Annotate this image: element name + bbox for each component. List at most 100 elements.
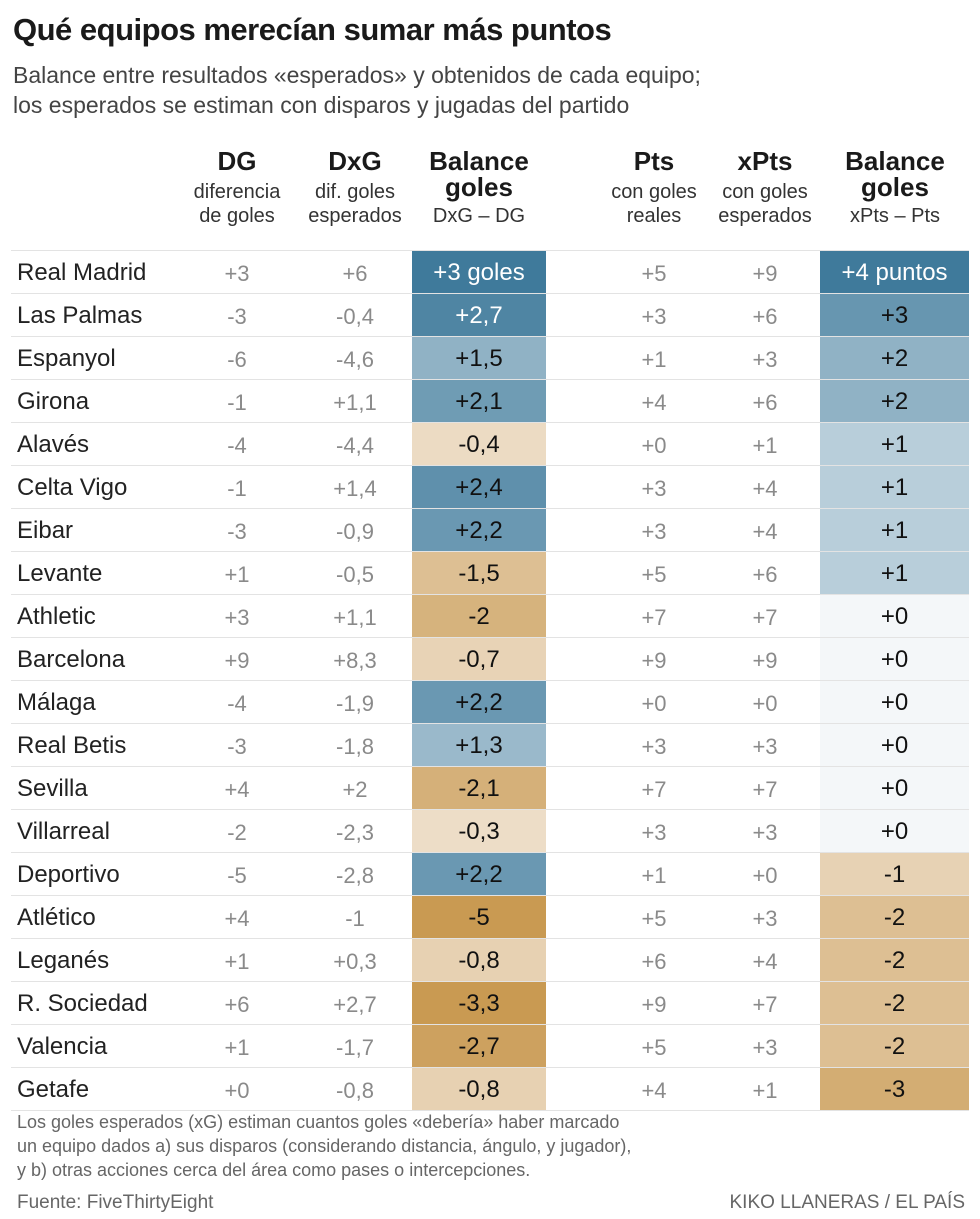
- chart-title: Qué equipos merecían sumar más puntos: [13, 12, 612, 47]
- cell-xpts: +3: [752, 820, 778, 845]
- cell-dg: +1: [224, 1035, 250, 1060]
- cell-bal-goles: +2,2: [412, 853, 546, 895]
- cell-xpts: +3: [752, 1035, 778, 1060]
- table-row: Villarreal -2 -2,3 -0,3 +3 +3 +0: [11, 809, 969, 852]
- cell-xpts: +7: [752, 605, 778, 630]
- header-xpts-title: xPts: [737, 146, 793, 176]
- data-table: Real Madrid +3 +6 +3 goles +5 +9 +4 puntos Las …: [11, 250, 969, 1111]
- cell-xpts: +6: [752, 304, 778, 329]
- cell-pts: +9: [641, 992, 667, 1017]
- table-row: Eibar -3 -0,9 +2,2 +3 +4 +1: [11, 508, 969, 551]
- cell-team: Alavés: [17, 431, 90, 458]
- cell-xpts: +6: [752, 390, 778, 415]
- cell-dxg: +1,1: [333, 605, 377, 630]
- cell-dxg: -1,9: [336, 691, 374, 716]
- header-balance-goles-sub: DxG – DG: [432, 205, 526, 227]
- cell-team: Valencia: [17, 1033, 108, 1060]
- cell-xpts: +1: [752, 433, 778, 458]
- cell-bal-pts: +0: [820, 810, 969, 852]
- cell-team: Real Madrid: [17, 259, 147, 286]
- cell-team: Espanyol: [17, 345, 116, 372]
- cell-bal-pts: +1: [820, 509, 969, 551]
- cell-xpts: +3: [752, 906, 778, 931]
- cell-xpts: +6: [752, 562, 778, 587]
- header-xpts-sub2: esperados: [718, 205, 812, 227]
- cell-pts: +5: [641, 1035, 667, 1060]
- cell-pts: +7: [641, 777, 667, 802]
- table-row: Deportivo -5 -2,8 +2,2 +1 +0 -1: [11, 852, 969, 895]
- cell-xpts: +9: [752, 261, 778, 286]
- cell-pts: +0: [641, 433, 667, 458]
- cell-dxg: +2,7: [333, 992, 377, 1017]
- cell-bal-goles: +1,3: [412, 724, 546, 766]
- cell-xpts: +1: [752, 1078, 778, 1103]
- cell-dg: +4: [224, 777, 250, 802]
- cell-xpts: +4: [752, 519, 778, 544]
- cell-bal-pts: +0: [820, 767, 969, 809]
- cell-dxg: -1,7: [336, 1035, 374, 1060]
- cell-pts: +4: [641, 1078, 667, 1103]
- source-note: Fuente: FiveThirtyEight: [17, 1192, 214, 1213]
- cell-bal-pts: -1: [820, 853, 969, 895]
- header-dxg-sub1: dif. goles: [314, 181, 396, 203]
- cell-dg: +3: [224, 605, 250, 630]
- header-pts: Pts con goles reales: [604, 148, 704, 228]
- table-row: Atlético +4 -1 -5 +5 +3 -2: [11, 895, 969, 938]
- footnote: Los goles esperados (xG) estiman cuantos…: [17, 1110, 777, 1182]
- cell-bal-goles: -2,7: [412, 1025, 546, 1067]
- cell-bal-goles: -0,8: [412, 1068, 546, 1110]
- cell-bal-pts: -2: [820, 982, 969, 1024]
- header-balance-goles: Balance goles DxG – DG: [412, 148, 546, 228]
- cell-bal-pts: -2: [820, 939, 969, 981]
- cell-bal-pts: +0: [820, 638, 969, 680]
- table-row: Espanyol -6 -4,6 +1,5 +1 +3 +2: [11, 336, 969, 379]
- cell-team: Athletic: [17, 603, 96, 630]
- cell-dxg: +8,3: [333, 648, 377, 673]
- cell-dxg: -4,6: [336, 347, 374, 372]
- table-row: Leganés +1 +0,3 -0,8 +6 +4 -2: [11, 938, 969, 981]
- cell-dg: +0: [224, 1078, 250, 1103]
- cell-xpts: +4: [752, 476, 778, 501]
- cell-dg: -1: [227, 476, 247, 501]
- cell-bal-goles: -1,5: [412, 552, 546, 594]
- cell-dxg: -0,4: [336, 304, 374, 329]
- cell-pts: +3: [641, 519, 667, 544]
- cell-bal-pts: -2: [820, 1025, 969, 1067]
- cell-bal-goles: +2,1: [412, 380, 546, 422]
- header-balance-pts-title1: Balance: [845, 146, 945, 176]
- cell-dg: -4: [227, 433, 247, 458]
- cell-bal-pts: +0: [820, 724, 969, 766]
- cell-team: Deportivo: [17, 861, 120, 888]
- cell-dxg: -2,3: [336, 820, 374, 845]
- cell-pts: +5: [641, 261, 667, 286]
- cell-team: Málaga: [17, 689, 96, 716]
- cell-bal-goles: +1,5: [412, 337, 546, 379]
- table-row: Málaga -4 -1,9 +2,2 +0 +0 +0: [11, 680, 969, 723]
- footnote-line-3: y b) otras acciones cerca del área como …: [17, 1160, 531, 1180]
- cell-team: Getafe: [17, 1076, 90, 1103]
- cell-xpts: +7: [752, 992, 778, 1017]
- cell-pts: +9: [641, 648, 667, 673]
- cell-pts: +6: [641, 949, 667, 974]
- header-xpts: xPts con goles esperados: [710, 148, 820, 228]
- cell-dg: -3: [227, 734, 247, 759]
- subtitle-line-2: los esperados se estiman con disparos y …: [13, 92, 630, 118]
- table-row: Real Betis -3 -1,8 +1,3 +3 +3 +0: [11, 723, 969, 766]
- cell-dg: +4: [224, 906, 250, 931]
- cell-pts: +3: [641, 476, 667, 501]
- cell-bal-goles: -5: [412, 896, 546, 938]
- cell-bal-goles: +3 goles: [412, 251, 546, 293]
- cell-dg: -2: [227, 820, 247, 845]
- header-balance-goles-title2: goles: [445, 172, 513, 202]
- table-row: Athletic +3 +1,1 -2 +7 +7 +0: [11, 594, 969, 637]
- header-balance-goles-title1: Balance: [429, 146, 529, 176]
- cell-dg: +6: [224, 992, 250, 1017]
- table-row: Las Palmas -3 -0,4 +2,7 +3 +6 +3: [11, 293, 969, 336]
- cell-xpts: +0: [752, 863, 778, 888]
- cell-bal-pts: +2: [820, 380, 969, 422]
- cell-dxg: +1,1: [333, 390, 377, 415]
- cell-dxg: -1,8: [336, 734, 374, 759]
- cell-bal-goles: -0,8: [412, 939, 546, 981]
- header-dxg-sub2: esperados: [308, 205, 402, 227]
- cell-xpts: +7: [752, 777, 778, 802]
